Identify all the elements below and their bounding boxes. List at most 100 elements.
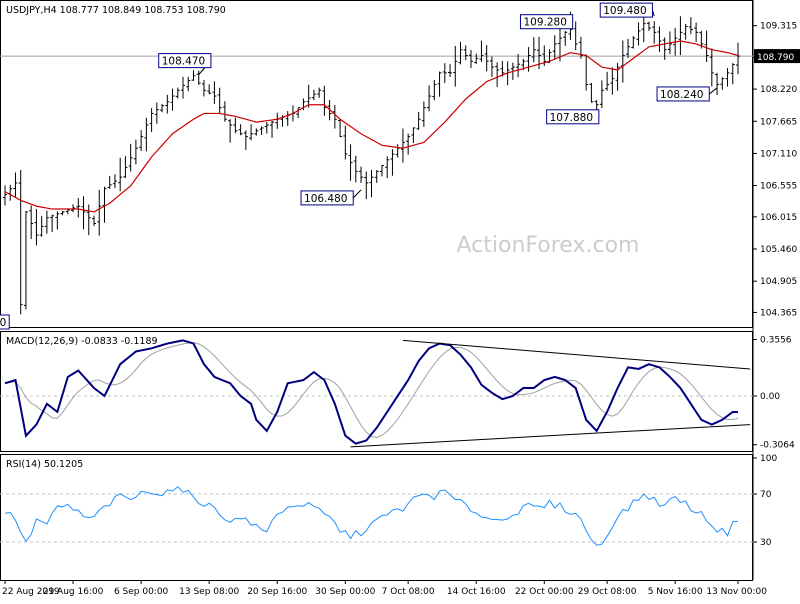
- price-axis-label: 106.015: [760, 213, 797, 223]
- price-bar: [652, 21, 657, 44]
- annotation-label: 109.280: [523, 17, 566, 29]
- price-bar: [359, 166, 364, 183]
- x-axis-label: 20 Sep 16:00: [247, 587, 307, 597]
- price-axis-label: 109.315: [760, 22, 797, 32]
- x-axis-label: 6 Sep 00:00: [114, 587, 169, 597]
- price-bar: [369, 170, 374, 198]
- price-bar: [406, 133, 411, 155]
- price-axis-label: 107.665: [760, 117, 797, 127]
- price-bar: [55, 211, 60, 230]
- price-bar: [18, 170, 23, 315]
- x-axis-label: 14 Oct 16:00: [447, 587, 506, 597]
- price-bar: [683, 23, 688, 40]
- price-bar: [578, 36, 583, 59]
- macd-line: [4, 339, 739, 445]
- annotation-box: [300, 190, 354, 206]
- price-pane-frame: [0, 0, 753, 328]
- price-bar: [479, 40, 484, 62]
- price-bar: [338, 119, 343, 138]
- price-bar: [144, 117, 149, 152]
- price-bar: [720, 77, 725, 90]
- rsi-axis-label: 100: [760, 454, 777, 464]
- price-bar: [92, 215, 97, 227]
- rsi-pane-frame: [0, 454, 753, 581]
- price-bar: [217, 87, 222, 115]
- price-bar: [463, 45, 468, 61]
- price-bar: [589, 82, 594, 103]
- price-annotation-109-280: 109.280: [519, 14, 574, 30]
- price-bar: [139, 130, 144, 151]
- price-bar: [489, 56, 494, 78]
- price-bar: [427, 85, 432, 112]
- annotation-box: [519, 14, 574, 30]
- price-bar: [243, 130, 248, 151]
- price-bar: [615, 62, 620, 91]
- price-bar: [254, 128, 259, 136]
- price-bar: [468, 50, 473, 69]
- x-axis-label: 29 Aug 16:00: [43, 587, 104, 597]
- macd-trendline-lower: [350, 424, 751, 448]
- price-bar: [39, 215, 44, 237]
- rsi-header: RSI(14) 50.1205: [6, 459, 83, 470]
- annotation-label: 109.480: [603, 5, 646, 17]
- price-bar: [662, 37, 667, 60]
- price-bar: [296, 107, 301, 119]
- price-bar: [709, 48, 714, 87]
- price-axis-label: 104.905: [760, 277, 797, 287]
- price-bar: [631, 36, 636, 49]
- rsi-line: [4, 486, 739, 546]
- price-bar: [71, 204, 76, 213]
- price-bar: [170, 88, 175, 111]
- annotation-box: [0, 314, 10, 330]
- price-bar: [207, 84, 212, 95]
- macd-header: MACD(12,26,9) -0.0833 -0.1189: [6, 336, 158, 347]
- price-bar: [128, 144, 133, 172]
- watermark: ActionForex.com: [457, 233, 640, 258]
- price-bar: [97, 189, 102, 236]
- price-bar: [421, 101, 426, 127]
- price-bar: [484, 45, 489, 72]
- price-bar: [432, 79, 437, 101]
- current-price-label: 108.790: [757, 53, 794, 63]
- price-bar: [531, 37, 536, 63]
- moving-average-line: [4, 40, 739, 213]
- price-axis-label: 104.365: [760, 308, 797, 318]
- price-bar: [123, 156, 128, 179]
- price-bar: [678, 16, 683, 56]
- price-bar: [196, 70, 201, 85]
- price-bar: [249, 124, 254, 141]
- price-bar: [605, 71, 610, 91]
- price-bar: [411, 127, 416, 144]
- price-bar: [626, 38, 631, 59]
- price-bar: [107, 175, 112, 189]
- price-annotation-50: 50: [0, 314, 10, 330]
- rsi-axis-label: 70: [760, 490, 772, 500]
- macd-axis-label: 0.3556: [760, 335, 792, 345]
- price-bar: [112, 174, 117, 189]
- x-axis-label: 13 Nov 00:00: [706, 587, 767, 597]
- price-bar: [23, 210, 28, 310]
- x-axis-label: 29 Oct 08:00: [578, 587, 637, 597]
- price-bar: [270, 120, 275, 138]
- price-bar: [458, 41, 463, 65]
- annotation-box: [158, 53, 212, 69]
- price-bar: [641, 15, 646, 43]
- price-bar: [688, 17, 693, 35]
- annotation-label: 106.480: [304, 193, 347, 205]
- price-bar: [348, 144, 353, 181]
- price-bar: [181, 76, 186, 99]
- price-bar: [573, 21, 578, 51]
- annotation-box: [656, 86, 710, 102]
- price-annotation-109-480: 109.480: [599, 2, 655, 18]
- annotation-label: 107.880: [550, 112, 593, 124]
- annotation-label: 50: [0, 317, 6, 329]
- price-bar: [264, 121, 269, 134]
- price-bar: [390, 149, 395, 176]
- price-bar: [736, 42, 740, 75]
- price-bar: [379, 164, 384, 177]
- price-bar: [704, 30, 709, 62]
- price-bar: [442, 63, 447, 83]
- price-bar: [725, 68, 730, 87]
- price-bar: [437, 71, 442, 97]
- price-bar: [275, 112, 280, 129]
